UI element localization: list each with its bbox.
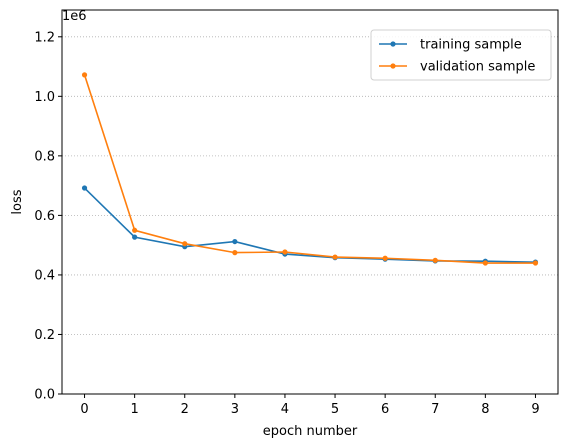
y-tick-label: 0.4 [34,268,55,283]
legend-label: validation sample [420,60,535,75]
x-ticks: 0 1 2 3 4 5 6 7 8 9 [80,394,540,417]
y-ticks: 0.0 0.2 0.4 0.6 0.8 1.0 1.2 [34,30,62,403]
y-tick-label: 0.2 [34,328,55,343]
y-tick-label: 1.2 [34,30,55,45]
data-point [382,255,388,261]
x-tick-label: 7 [431,402,439,417]
series-1 [81,185,539,265]
x-axis-label: epoch number [263,424,358,439]
data-point [232,250,238,256]
y-tick-label: 0.6 [34,209,55,224]
data-point [482,260,488,266]
legend: training sample validation sample [370,29,552,81]
x-tick-label: 6 [381,402,389,417]
data-point [282,249,288,255]
data-point [182,241,188,247]
y-axis-label: loss [10,189,25,214]
plot-frame [61,9,559,395]
data-point [132,227,138,233]
series-line [83,187,536,263]
y-offset-label: 1e6 [62,9,87,24]
data-point [532,260,539,266]
legend-item: validation sample [379,60,535,75]
y-tick-label: 0.8 [34,149,55,164]
legend-marker-icon [390,63,396,69]
data-point [81,185,88,191]
legend-label: training sample [420,38,522,53]
data-point [132,234,138,240]
series-line [83,74,536,264]
legend-marker-icon [390,41,396,47]
legend-item: training sample [379,38,522,53]
x-tick-label: 9 [531,402,539,417]
x-tick-label: 4 [281,402,289,417]
x-tick-label: 2 [181,402,189,417]
x-tick-label: 5 [331,402,339,417]
y-tick-label: 0.0 [34,388,55,403]
x-tick-label: 1 [131,402,139,417]
data-point [432,257,438,263]
legend-box [370,29,552,81]
series-lines [81,72,539,266]
x-tick-label: 8 [481,402,489,417]
data-point [232,238,238,245]
x-tick-label: 0 [80,402,88,417]
data-point [332,254,338,260]
x-tick-label: 3 [231,402,239,417]
grid-lines [62,36,558,395]
y-tick-label: 1.0 [34,90,55,105]
series-2 [81,72,539,266]
data-point [81,72,88,78]
